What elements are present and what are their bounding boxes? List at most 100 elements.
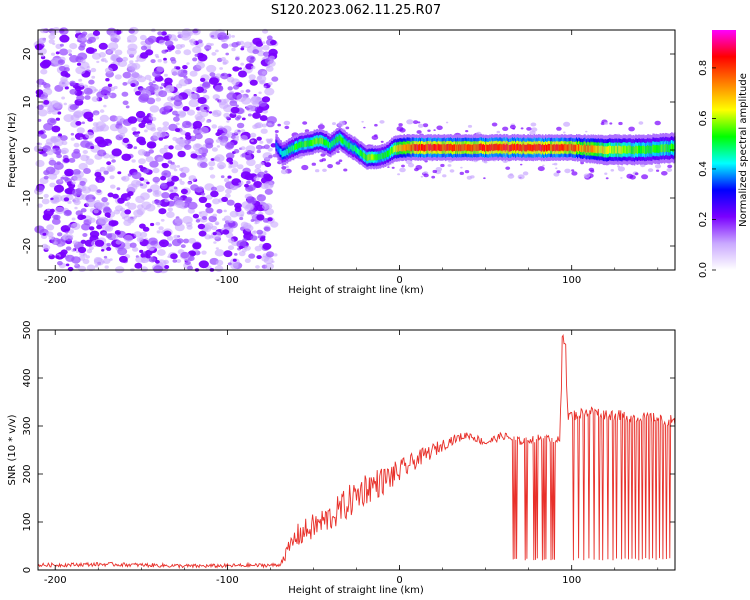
- noise-speckle: [106, 246, 112, 251]
- noise-speckle: [232, 66, 240, 72]
- noise-speckle: [160, 175, 167, 181]
- snr-x-tick-label: -200: [44, 575, 67, 586]
- ridge-segment: [601, 145, 604, 154]
- noise-speckle: [140, 192, 150, 200]
- noise-speckle: [206, 64, 217, 73]
- ridge-segment: [655, 144, 657, 153]
- noise-speckle: [86, 264, 96, 272]
- noise-speckle: [264, 170, 268, 174]
- ridge-segment: [510, 144, 513, 151]
- noise-speckle: [55, 117, 61, 121]
- ridge-segment: [402, 144, 404, 152]
- ridge-segment: [482, 144, 484, 152]
- ridge-segment: [667, 144, 670, 153]
- noise-speckle: [159, 86, 164, 90]
- ridge-segment: [406, 143, 409, 151]
- ridge-segment: [300, 141, 302, 148]
- ridge-segment: [515, 144, 517, 152]
- noise-speckle: [174, 223, 185, 232]
- ridge-segment: [646, 146, 648, 154]
- noise-speckle: [214, 154, 225, 163]
- noise-speckle: [88, 184, 98, 192]
- noise-speckle: [103, 170, 109, 175]
- noise-speckle: [158, 137, 163, 141]
- noise-speckle: [117, 171, 122, 175]
- ridge-segment: [562, 144, 565, 152]
- ridge-segment: [671, 143, 673, 152]
- noise-speckle: [261, 41, 266, 44]
- colorbar-ticks: 0.0 0.2 0.4 0.6 0.8: [698, 60, 716, 278]
- noise-speckle: [122, 137, 130, 143]
- noise-speckle: [240, 146, 246, 151]
- ridge-segment: [385, 151, 388, 158]
- noise-speckle: [261, 70, 267, 75]
- noise-speckle: [200, 77, 206, 82]
- noise-speckle: [130, 83, 136, 87]
- noise-speckle: [78, 82, 84, 87]
- ridge-segment: [363, 152, 365, 159]
- noise-speckle: [169, 163, 177, 170]
- ridge-segment: [608, 146, 610, 154]
- ridge-segment: [430, 143, 432, 151]
- noise-speckle: [231, 42, 239, 48]
- ridge-segment: [483, 144, 485, 151]
- noise-speckle: [201, 152, 207, 157]
- noise-speckle: [240, 135, 248, 141]
- noise-speckle: [172, 197, 177, 201]
- ridge-segment: [287, 147, 290, 154]
- noise-speckle: [53, 184, 65, 193]
- noise-speckle: [136, 131, 141, 134]
- ridge-segment: [408, 143, 411, 151]
- noise-speckle: [256, 194, 266, 202]
- noise-speckle: [77, 214, 85, 221]
- noise-speckle: [104, 225, 114, 232]
- noise-speckle: [68, 157, 76, 163]
- noise-speckle: [67, 234, 74, 239]
- ridge-segment: [304, 140, 306, 147]
- ridge-segment: [384, 152, 387, 159]
- ridge-segment: [643, 145, 645, 154]
- noise-speckle: [131, 127, 137, 132]
- ridge-segment: [424, 144, 426, 152]
- noise-speckle: [116, 57, 123, 63]
- ridge-segment: [595, 145, 598, 153]
- noise-speckle: [51, 52, 55, 56]
- ridge-segment: [553, 144, 555, 151]
- noise-speckle: [226, 120, 230, 123]
- snr-y-tick-label: 100: [22, 512, 33, 531]
- noise-speckle: [208, 235, 214, 239]
- noise-speckle: [227, 175, 232, 179]
- noise-speckle: [177, 150, 186, 158]
- noise-speckle: [192, 46, 202, 54]
- noise-speckle: [72, 169, 81, 176]
- ridge-segment: [346, 141, 349, 148]
- ridge-segment: [542, 144, 545, 152]
- noise-speckle: [223, 209, 227, 213]
- noise-speckle: [401, 164, 405, 168]
- noise-speckle: [107, 192, 114, 198]
- ridge-segment: [364, 153, 366, 160]
- ridge-segment: [303, 141, 305, 148]
- noise-speckle: [96, 224, 103, 230]
- noise-speckle: [59, 43, 64, 47]
- noise-speckle: [188, 99, 199, 108]
- noise-speckle: [158, 239, 169, 248]
- ridge-segment: [610, 145, 612, 154]
- noise-speckle: [161, 163, 167, 167]
- noise-speckle: [179, 172, 187, 178]
- ridge-segment: [379, 154, 382, 160]
- noise-speckle: [119, 207, 126, 212]
- noise-speckle: [96, 60, 100, 64]
- noise-speckle: [259, 161, 265, 166]
- ridge-segment: [659, 144, 662, 152]
- noise-speckle: [605, 177, 609, 180]
- noise-speckle: [387, 166, 390, 168]
- ridge-segment: [563, 143, 566, 151]
- ridge-segment: [524, 144, 526, 152]
- noise-speckle: [248, 253, 256, 259]
- noise-speckle: [157, 59, 162, 63]
- ridge-segment: [581, 145, 583, 152]
- noise-speckle: [168, 34, 177, 41]
- ridge-segment: [470, 144, 473, 151]
